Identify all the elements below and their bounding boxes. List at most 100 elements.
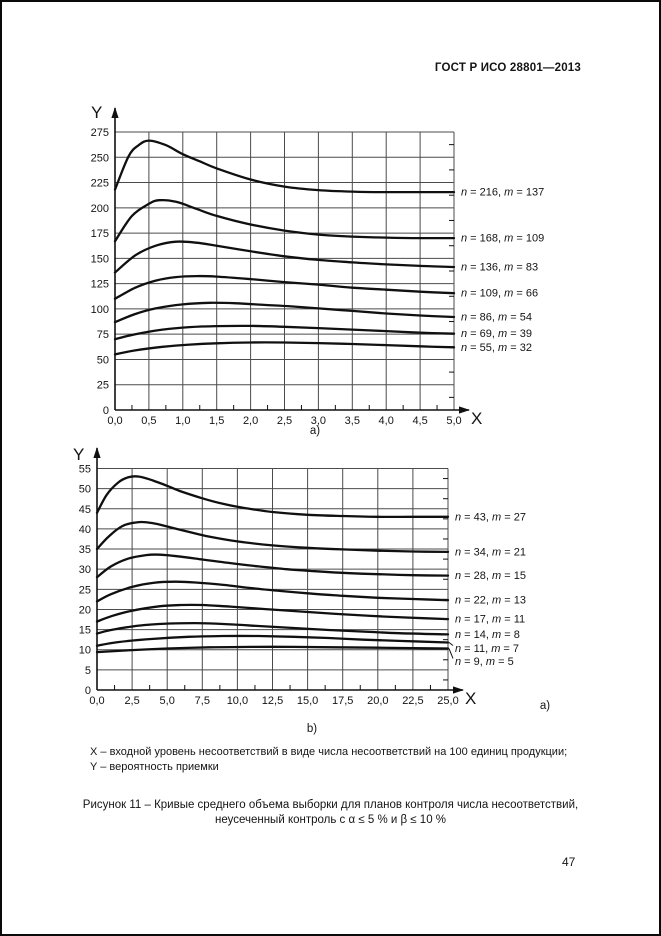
- y-tick-label: 45: [79, 504, 91, 516]
- y-tick-label: 275: [91, 127, 109, 139]
- y-tick-label: 250: [91, 152, 109, 164]
- x-axis-arrow: [453, 686, 464, 694]
- curve-n55-m32: [113, 341, 456, 356]
- x-tick-label: 2,0: [243, 415, 258, 427]
- figure-caption-line2: неусеченный контроль с α ≤ 5 % и β ≤ 10 …: [214, 814, 447, 826]
- y-axis-arrow: [111, 107, 119, 118]
- chart-b-sublabel: b): [306, 723, 318, 735]
- y-tick-label: 100: [91, 304, 109, 316]
- x-tick-label: 1,0: [175, 415, 190, 427]
- x-tick-label: 15,0: [297, 695, 318, 707]
- y-tick-label: 55: [79, 464, 91, 476]
- series-label-n14: n = 14, m = 8: [455, 629, 520, 641]
- curve-n34-m21: [95, 520, 450, 554]
- label-pointer: [448, 642, 454, 646]
- curve-n9-m5: [95, 645, 450, 654]
- series-label-n86: n = 86, m = 54: [461, 311, 532, 323]
- x-tick-label: 5,0: [160, 695, 175, 707]
- curve-n109-m66: [113, 274, 456, 300]
- y-tick-label: 200: [91, 203, 109, 215]
- y-axis-label: Y: [91, 103, 102, 122]
- curve-n17-m11: [95, 603, 450, 623]
- curve-n14-m8: [95, 621, 450, 636]
- x-axis-arrow: [459, 406, 470, 414]
- tick-labels-a: 0,0 0,5 1,0 1,5 2,0 2,5 3,0 3,5 4,0 4,5 5,0 0 25 50 75…: [91, 127, 462, 427]
- curve-n168-m109: [113, 198, 456, 243]
- y-tick-label: 50: [97, 354, 109, 366]
- series-label-n216: n = 216, m = 137: [461, 187, 544, 199]
- series-label-n9: n = 9, m = 5: [455, 656, 514, 668]
- page-number: 47: [562, 855, 576, 869]
- series-label-n168: n = 168, m = 109: [461, 233, 544, 245]
- y-tick-label: 0: [103, 405, 109, 417]
- chart-b-side-sublabel: а): [539, 700, 551, 712]
- document-header: ГОСТ Р ИСО 28801—2013: [434, 62, 581, 74]
- curve-n136-m83: [113, 240, 456, 274]
- x-tick-label: 1,5: [209, 415, 224, 427]
- series-label-n55: n = 55, m = 32: [461, 342, 532, 354]
- series-label-n43: n = 43, m = 27: [455, 511, 526, 523]
- series-label-n69: n = 69, m = 39: [461, 328, 532, 340]
- series-label-n109: n = 109, m = 66: [461, 288, 538, 300]
- series-label-n22: n = 22, m = 13: [455, 595, 526, 607]
- y-tick-label: 75: [97, 329, 109, 341]
- x-tick-label: 22,5: [402, 695, 423, 707]
- minor-ticks-b: [114, 478, 448, 690]
- y-tick-label: 15: [79, 625, 91, 637]
- figure-caption: Рисунок 11 – Кривые среднего объема выбо…: [2, 798, 659, 828]
- curve-n216-m137: [113, 139, 456, 194]
- chart-b-canvas: Y X 0,0 2,5 5,0 7,5 10,0 12,5 15,0 17,5 20,0 22,5 25…: [73, 445, 526, 708]
- x-tick-label: 0,0: [89, 695, 104, 707]
- series-label-n34: n = 34, m = 21: [455, 546, 526, 558]
- x-tick-label: 5,0: [446, 415, 461, 427]
- x-tick-label: 3,0: [311, 415, 326, 427]
- y-tick-label: 150: [91, 253, 109, 265]
- axes-b: [96, 448, 463, 691]
- x-axis-label: X: [465, 689, 476, 708]
- y-tick-label: 35: [79, 544, 91, 556]
- x-tick-label: 17,5: [332, 695, 353, 707]
- y-tick-label: 25: [79, 584, 91, 596]
- y-tick-label: 0: [85, 685, 91, 697]
- curve-n11-m7: [95, 634, 450, 647]
- y-tick-label: 10: [79, 645, 91, 657]
- grid-b: [97, 468, 449, 690]
- y-tick-label: 225: [91, 178, 109, 190]
- y-tick-label: 175: [91, 228, 109, 240]
- y-tick-label: 20: [79, 604, 91, 616]
- x-tick-label: 2,5: [277, 415, 292, 427]
- axes-a: [114, 108, 469, 411]
- tick-labels-b: 0,0 2,5 5,0 7,5 10,0 12,5 15,0 17,5 20,0 22,5 25,0…: [79, 464, 459, 708]
- chart-a-canvas: Y X 0,0 0,5 1,0 1,5 2,0 2,5 3,0 3,5 4,0 4,5 5,0 0 25 50…: [91, 103, 545, 428]
- x-tick-label: 3,5: [345, 415, 360, 427]
- y-axis-label: Y: [73, 445, 84, 464]
- minor-ticks-a: [131, 144, 454, 410]
- curve-n28-m15: [95, 553, 450, 579]
- curve-n22-m13: [95, 580, 450, 603]
- x-tick-label: 4,0: [379, 415, 394, 427]
- series-label-n11: n = 11, m = 7: [455, 643, 519, 655]
- figure-caption-line1: Рисунок 11 – Кривые среднего объема выбо…: [82, 799, 579, 811]
- x-tick-label: 20,0: [367, 695, 388, 707]
- label-pointer: [448, 648, 454, 659]
- x-tick-label: 12,5: [262, 695, 283, 707]
- x-tick-label: 2,5: [124, 695, 139, 707]
- chart-a-sublabel: а): [309, 425, 321, 437]
- axis-notes: X – входной уровень несоответствий в вид…: [90, 745, 620, 775]
- series-label-n17: n = 17, m = 11: [455, 614, 525, 626]
- curve-n43-m27: [95, 475, 450, 519]
- y-axis-arrow: [93, 447, 101, 458]
- x-tick-label: 7,5: [195, 695, 210, 707]
- y-tick-label: 5: [85, 665, 91, 677]
- curve-n69-m39: [113, 324, 456, 341]
- x-tick-label: 0,0: [107, 415, 122, 427]
- x-tick-label: 10,0: [227, 695, 248, 707]
- series-label-n28: n = 28, m = 15: [455, 570, 526, 582]
- y-tick-label: 25: [97, 380, 109, 392]
- grid-a: [115, 131, 455, 410]
- x-tick-label: 0,5: [141, 415, 156, 427]
- y-tick-label: 125: [91, 279, 109, 291]
- axis-note-y: Y – вероятность приемки: [90, 761, 219, 773]
- series-label-n136: n = 136, m = 83: [461, 261, 538, 273]
